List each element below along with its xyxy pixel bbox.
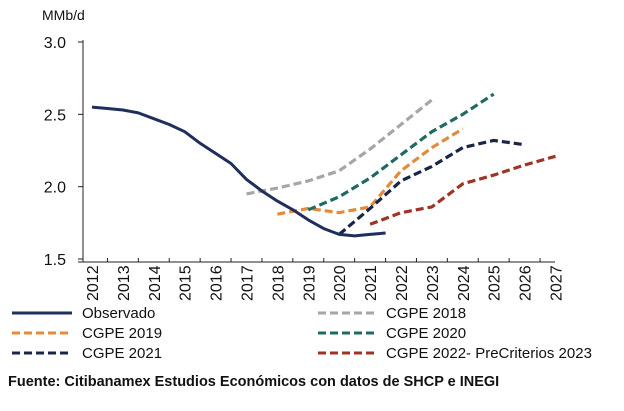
source-note: Fuente: Citibanamex Estudios Económicos … (8, 374, 499, 390)
series-line-cgpe-2020 (308, 94, 493, 210)
series-lines (92, 94, 556, 236)
x-tick-label: 2014 (147, 265, 164, 301)
series-line-cgpe-2021 (339, 140, 524, 234)
x-tick-label: 2023 (425, 265, 442, 301)
legend: Observado CGPE 2018 CGPE 2019 CGPE 2020 CGPE… (12, 305, 592, 362)
x-tick-label: 2022 (394, 265, 411, 301)
x-tick-label: 2017 (240, 265, 257, 301)
x-tick-label: 2013 (116, 265, 133, 301)
y-tick-label: 1.5 (44, 252, 66, 269)
x-tick-label: 2026 (518, 265, 535, 301)
y-axis-ticks: 1.5 2.0 2.5 3.0 (44, 35, 83, 269)
y-tick-label: 3.0 (44, 35, 66, 52)
x-tick-label: 2012 (85, 265, 102, 301)
x-tick-label: 2025 (487, 265, 504, 301)
y-tick-label: 2.0 (44, 180, 66, 197)
legend-label: CGPE 2020 (386, 325, 466, 342)
series-line-cgpe-2019 (277, 129, 462, 214)
legend-label: CGPE 2018 (386, 305, 466, 322)
y-axis-unit-label: MMb/d (42, 7, 85, 23)
legend-label: CGPE 2019 (82, 325, 162, 342)
x-tick-label: 2021 (363, 265, 380, 301)
legend-label: CGPE 2022- PreCriterios 2023 (386, 345, 592, 362)
x-tick-label: 2016 (209, 265, 226, 301)
x-tick-label: 2015 (178, 265, 195, 301)
x-tick-label: 2018 (270, 265, 287, 301)
series-line-observado (92, 107, 386, 236)
x-tick-label: 2020 (332, 265, 349, 301)
line-chart: MMb/d 1.52.02.53.0 2012 2013 2014 2015 2016 2… (0, 0, 624, 411)
series-line-cgpe-2022-precriterios-2023 (370, 156, 555, 224)
x-tick-label: 2019 (301, 265, 318, 301)
x-tick-label: 2027 (549, 265, 566, 301)
x-axis-ticks: 2012 2013 2014 2015 2016 2017 2018 2019 2020 2021… (85, 258, 566, 301)
legend-label: CGPE 2021 (82, 345, 162, 362)
legend-label: Observado (82, 305, 155, 322)
y-tick-label: 2.5 (44, 107, 66, 124)
x-tick-label: 2024 (456, 265, 473, 301)
